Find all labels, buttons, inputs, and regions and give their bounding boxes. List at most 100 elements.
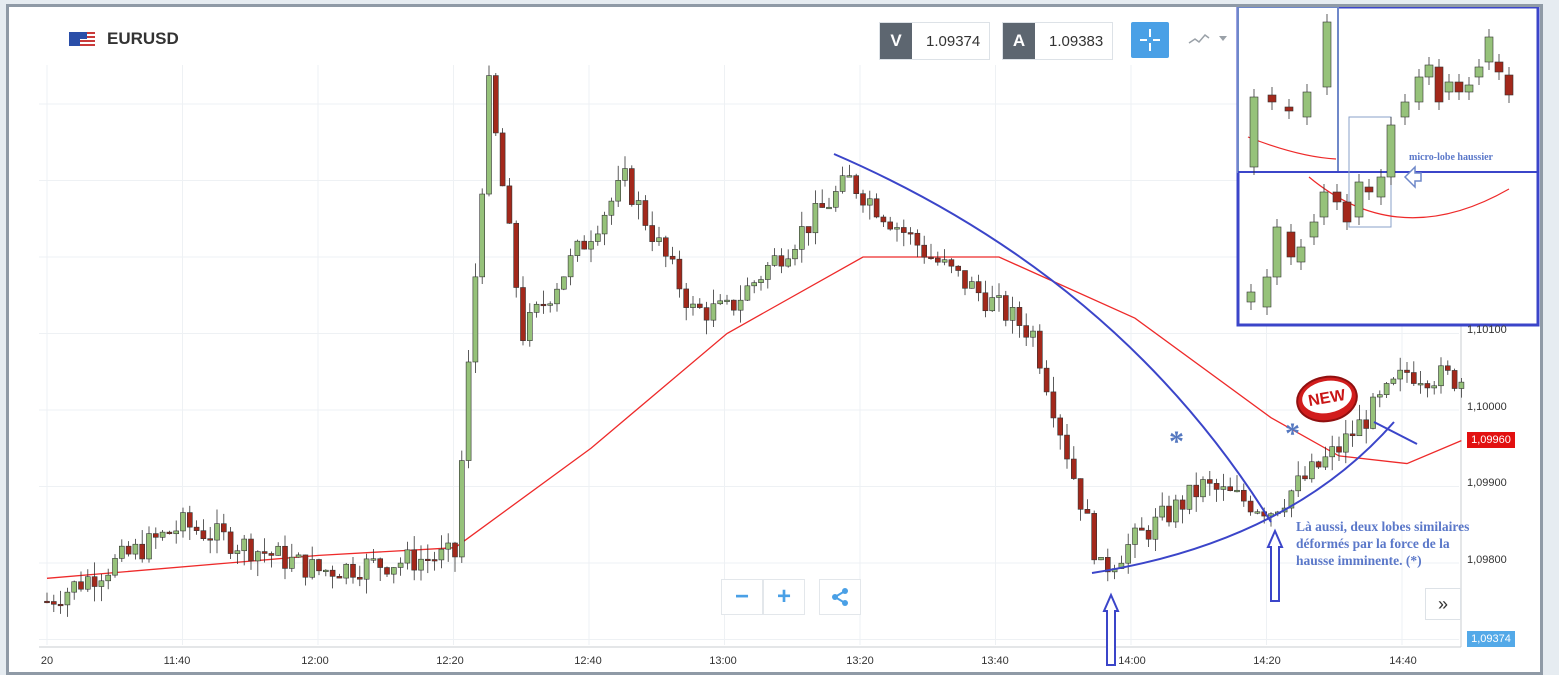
up-candle bbox=[173, 530, 179, 535]
down-candle bbox=[1179, 499, 1186, 510]
down-candle bbox=[1077, 478, 1084, 510]
down-candle bbox=[819, 203, 826, 208]
up-candle bbox=[146, 533, 152, 560]
share-button[interactable] bbox=[819, 579, 861, 615]
zoom-in-button[interactable]: + bbox=[763, 579, 805, 615]
up-candle bbox=[751, 282, 758, 287]
up-candle bbox=[826, 206, 832, 210]
down-candle bbox=[1404, 369, 1410, 373]
up-candle bbox=[533, 303, 540, 313]
down-candle bbox=[139, 543, 145, 560]
down-candle bbox=[1002, 295, 1009, 321]
up-candle bbox=[1125, 544, 1131, 564]
down-candle bbox=[166, 531, 173, 535]
down-candle bbox=[975, 281, 982, 294]
down-candle bbox=[730, 299, 737, 311]
inset-candle bbox=[1386, 124, 1396, 178]
scroll-forward-button[interactable]: » bbox=[1425, 588, 1461, 620]
symbol-selector[interactable]: EURUSD bbox=[69, 19, 179, 59]
up-candle bbox=[1322, 456, 1329, 468]
inset-candle bbox=[1376, 176, 1386, 198]
up-candle bbox=[1288, 490, 1295, 509]
down-candle bbox=[1315, 461, 1322, 468]
inset-candle bbox=[1262, 276, 1272, 308]
down-candle bbox=[1037, 330, 1043, 369]
up-candle bbox=[465, 361, 472, 461]
down-candle bbox=[1336, 446, 1342, 453]
y-tick-label: 1,09800 bbox=[1467, 554, 1507, 566]
up-candle bbox=[64, 591, 71, 606]
down-candle bbox=[1050, 391, 1057, 419]
up-candle bbox=[968, 281, 975, 289]
x-tick-label: 20 bbox=[40, 655, 54, 667]
down-candle bbox=[91, 576, 98, 587]
down-candle bbox=[506, 185, 513, 224]
bid-value: 1.09374 bbox=[926, 32, 981, 50]
up-candle bbox=[690, 303, 696, 308]
chart-frame: EURUSD V 1.09374 A 1.09383 1,10100 1,100… bbox=[6, 4, 1543, 675]
up-candle bbox=[322, 569, 329, 572]
up-candle bbox=[1417, 383, 1424, 386]
price-chart[interactable] bbox=[9, 7, 1540, 672]
inset-candle bbox=[1302, 91, 1312, 118]
bid-quote[interactable]: V 1.09374 bbox=[879, 22, 991, 60]
up-candle bbox=[370, 558, 377, 561]
y-tick-label: 1,10000 bbox=[1467, 401, 1507, 413]
trend-curve bbox=[833, 153, 1272, 523]
up-candle bbox=[180, 512, 186, 532]
up-candle bbox=[1383, 383, 1390, 395]
down-candle bbox=[452, 542, 458, 558]
support-curve bbox=[1091, 421, 1395, 574]
down-candle bbox=[125, 545, 132, 555]
up-candle bbox=[288, 556, 295, 569]
eu-us-flag-icon bbox=[69, 32, 95, 46]
down-candle bbox=[1241, 489, 1247, 502]
up-candle bbox=[785, 258, 792, 267]
down-candle bbox=[873, 198, 880, 218]
down-candle bbox=[78, 581, 84, 590]
inset-candle bbox=[1464, 84, 1474, 93]
crosshair-button[interactable] bbox=[1131, 22, 1169, 58]
inset-candle bbox=[1296, 246, 1306, 263]
up-candle bbox=[1220, 486, 1227, 490]
x-tick-label: 12:20 bbox=[436, 655, 464, 667]
chart-type-button[interactable] bbox=[1187, 29, 1231, 52]
up-candle bbox=[1390, 378, 1397, 384]
zoom-controls: − + bbox=[721, 579, 805, 615]
x-tick-label: 14:40 bbox=[1389, 655, 1417, 667]
x-tick-label: 14:00 bbox=[1118, 655, 1146, 667]
up-candle bbox=[1254, 511, 1261, 514]
up-candle bbox=[1030, 330, 1036, 338]
up-arrow-icon bbox=[1266, 528, 1284, 602]
up-candle bbox=[255, 551, 261, 562]
up-candle bbox=[1295, 475, 1301, 492]
up-candle bbox=[1431, 385, 1437, 389]
up-candle bbox=[601, 214, 608, 235]
inset-candle bbox=[1319, 191, 1329, 218]
up-candle bbox=[812, 203, 819, 234]
down-candle bbox=[1349, 433, 1356, 437]
up-candle bbox=[1356, 419, 1363, 437]
up-candle bbox=[1200, 479, 1206, 498]
down-candle bbox=[1363, 419, 1369, 429]
up-candle bbox=[132, 543, 139, 555]
down-candle bbox=[853, 175, 860, 194]
trend-extension bbox=[1373, 421, 1418, 445]
x-tick-label: 12:40 bbox=[574, 655, 602, 667]
down-candle bbox=[1057, 417, 1063, 436]
inset-candle bbox=[1444, 81, 1454, 93]
up-candle bbox=[458, 460, 465, 558]
up-candle bbox=[737, 299, 744, 311]
annotation-note-line: Là aussi, deux lobes similaires bbox=[1296, 519, 1470, 534]
up-candle bbox=[363, 558, 370, 580]
down-candle bbox=[907, 232, 914, 235]
zoom-out-button[interactable]: − bbox=[721, 579, 763, 615]
inset-label: micro-lobe haussier bbox=[1409, 152, 1493, 163]
down-candle bbox=[703, 307, 710, 321]
down-candle bbox=[207, 538, 213, 541]
down-candle bbox=[520, 287, 526, 341]
inset-candle bbox=[1267, 94, 1277, 103]
up-candle bbox=[119, 545, 125, 559]
down-candle bbox=[431, 559, 438, 562]
ask-quote[interactable]: A 1.09383 bbox=[1002, 22, 1114, 60]
